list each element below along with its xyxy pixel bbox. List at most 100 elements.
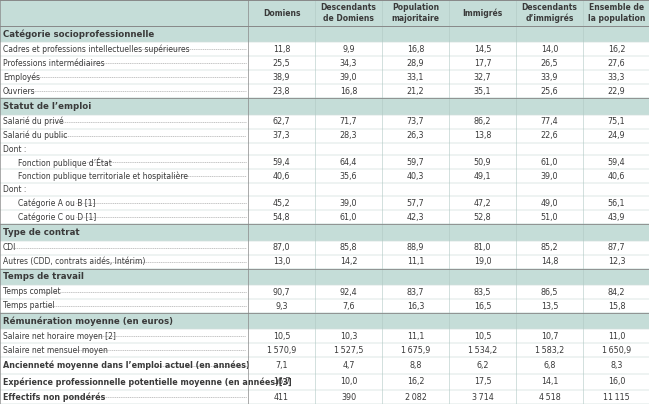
Text: 12,3: 12,3 (607, 257, 625, 266)
Text: 390: 390 (341, 393, 356, 402)
Text: Catégorie socioprofessionnelle: Catégorie socioprofessionnelle (3, 29, 154, 39)
Bar (0, 343, 649, 357)
Text: 6,8: 6,8 (543, 361, 556, 370)
Bar (0, 183, 649, 196)
Text: 75,1: 75,1 (607, 117, 626, 126)
Text: 86,5: 86,5 (541, 288, 558, 297)
Text: 45,2: 45,2 (273, 199, 290, 208)
Text: 25,5: 25,5 (273, 59, 290, 68)
Text: 16,8: 16,8 (340, 87, 357, 96)
Text: 92,4: 92,4 (339, 288, 358, 297)
Text: Population
majoritaire: Population majoritaire (391, 3, 439, 23)
Text: 21,2: 21,2 (407, 87, 424, 96)
Text: 86,2: 86,2 (474, 117, 491, 126)
Text: Salaire net mensuel moyen: Salaire net mensuel moyen (3, 346, 108, 355)
Text: 22,6: 22,6 (541, 131, 558, 140)
Text: Expérience professionnelle potentielle moyenne (en années)[3]: Expérience professionnelle potentielle m… (3, 377, 292, 387)
Text: 11,1: 11,1 (407, 257, 424, 266)
Text: 81,0: 81,0 (474, 243, 491, 252)
Text: 40,6: 40,6 (608, 172, 625, 181)
Text: 40,6: 40,6 (273, 172, 290, 181)
Text: 33,3: 33,3 (608, 73, 625, 82)
Text: 14,1: 14,1 (541, 377, 558, 386)
Text: 59,4: 59,4 (607, 158, 626, 167)
Text: Catégorie C ou D [1]: Catégorie C ou D [1] (18, 213, 96, 222)
Text: 37,3: 37,3 (273, 131, 290, 140)
Bar (0, 357, 649, 374)
Text: 28,3: 28,3 (339, 131, 357, 140)
Text: 43,9: 43,9 (607, 213, 625, 222)
Text: 8,8: 8,8 (410, 361, 422, 370)
Text: 64,4: 64,4 (340, 158, 357, 167)
Text: 49,1: 49,1 (474, 172, 491, 181)
Text: 38,9: 38,9 (273, 73, 290, 82)
Bar (0, 374, 649, 390)
Text: 16,0: 16,0 (608, 377, 625, 386)
Text: 11,8: 11,8 (273, 45, 290, 54)
Text: 10,7: 10,7 (541, 332, 558, 341)
Text: 1 570,9: 1 570,9 (267, 346, 296, 355)
Text: 35,1: 35,1 (474, 87, 491, 96)
Bar (0, 255, 649, 269)
Text: Autres (CDD, contrats aidés, Intérim): Autres (CDD, contrats aidés, Intérim) (3, 257, 145, 266)
Text: 16,7: 16,7 (273, 377, 290, 386)
Text: 85,8: 85,8 (339, 243, 357, 252)
Text: 15,8: 15,8 (607, 301, 625, 311)
Text: 62,7: 62,7 (273, 117, 290, 126)
Text: 77,4: 77,4 (541, 117, 558, 126)
Text: 32,7: 32,7 (474, 73, 491, 82)
Text: 1 650,9: 1 650,9 (602, 346, 631, 355)
Text: 61,0: 61,0 (541, 158, 558, 167)
Bar (0, 285, 649, 299)
Text: 33,1: 33,1 (407, 73, 424, 82)
Text: 7,6: 7,6 (342, 301, 355, 311)
Text: 88,9: 88,9 (407, 243, 424, 252)
Bar (0, 156, 649, 170)
Text: 61,0: 61,0 (340, 213, 357, 222)
Text: 25,6: 25,6 (541, 87, 558, 96)
Text: 50,9: 50,9 (474, 158, 491, 167)
Text: Type de contrat: Type de contrat (3, 228, 80, 237)
Bar (0, 70, 649, 84)
Text: 24,9: 24,9 (607, 131, 626, 140)
Text: 16,2: 16,2 (407, 377, 424, 386)
Text: 1 534,2: 1 534,2 (468, 346, 497, 355)
Text: 2 082: 2 082 (404, 393, 426, 402)
Bar (0, 128, 649, 143)
Text: Ancienneté moyenne dans l’emploi actuel (en années): Ancienneté moyenne dans l’emploi actuel … (3, 361, 250, 370)
Bar (0, 143, 649, 156)
Text: 73,7: 73,7 (407, 117, 424, 126)
Text: 52,8: 52,8 (474, 213, 491, 222)
Text: 35,6: 35,6 (339, 172, 357, 181)
Text: Cadres et professions intellectuelles supérieures: Cadres et professions intellectuelles su… (3, 44, 190, 54)
Text: 42,3: 42,3 (407, 213, 424, 222)
Text: Statut de l’emploi: Statut de l’emploi (3, 102, 92, 111)
Bar (0, 42, 649, 56)
Text: 59,7: 59,7 (407, 158, 424, 167)
Text: 90,7: 90,7 (273, 288, 290, 297)
Text: 39,0: 39,0 (339, 199, 357, 208)
Text: 49,0: 49,0 (541, 199, 558, 208)
Text: Catégorie A ou B [1]: Catégorie A ou B [1] (18, 199, 95, 208)
Text: 10,5: 10,5 (273, 332, 290, 341)
Bar (0, 84, 649, 98)
Text: 10,0: 10,0 (340, 377, 357, 386)
Text: 9,3: 9,3 (275, 301, 288, 311)
Bar (0, 115, 649, 128)
Text: 39,0: 39,0 (339, 73, 357, 82)
Text: 13,5: 13,5 (541, 301, 558, 311)
Text: 3 714: 3 714 (472, 393, 493, 402)
Text: 14,2: 14,2 (339, 257, 357, 266)
Bar (0, 241, 649, 255)
Text: 1 527,5: 1 527,5 (334, 346, 363, 355)
Text: 10,3: 10,3 (340, 332, 357, 341)
Text: Fonction publique territoriale et hospitalière: Fonction publique territoriale et hospit… (18, 172, 188, 181)
Bar (0, 98, 649, 115)
Text: 9,9: 9,9 (342, 45, 355, 54)
Text: 28,9: 28,9 (407, 59, 424, 68)
Text: CDI: CDI (3, 243, 16, 252)
Text: 71,7: 71,7 (339, 117, 358, 126)
Text: Professions intermédiaires: Professions intermédiaires (3, 59, 104, 68)
Bar (0, 269, 649, 285)
Text: 34,3: 34,3 (340, 59, 357, 68)
